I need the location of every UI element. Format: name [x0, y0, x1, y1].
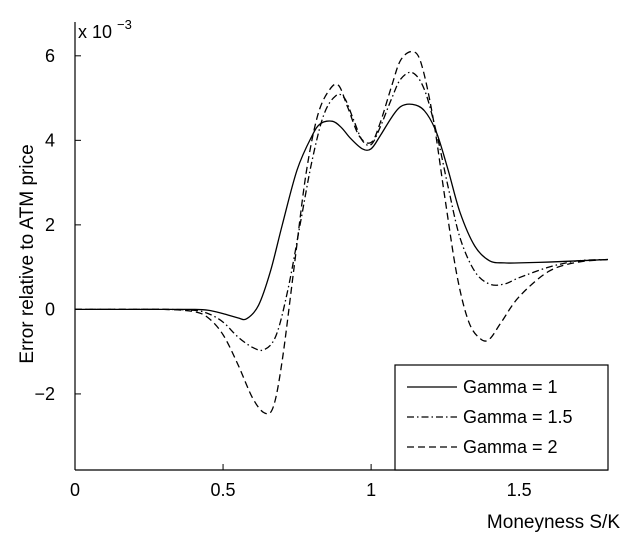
y-tick-label: 0	[45, 299, 55, 319]
y-tick-label: 4	[45, 130, 55, 150]
y-axis-label: Error relative to ATM price	[17, 144, 38, 363]
tick-marks: 0 0.5 1 1.5 −2 0 2 4 6	[34, 46, 531, 500]
x-tick-label: 1.5	[507, 480, 532, 500]
y-axis-exponent: x 10 −3	[78, 17, 132, 42]
y-exponent-power: −3	[117, 17, 132, 32]
x-tick-label: 0	[70, 480, 80, 500]
series-lines	[74, 50, 609, 415]
legend-entry: Gamma = 2	[463, 437, 558, 457]
x-tick-label: 0.5	[211, 480, 236, 500]
x-tick-label: 1	[366, 480, 376, 500]
y-tick-label: 2	[45, 215, 55, 235]
series-line-1	[74, 103, 609, 321]
legend-box	[394, 364, 609, 471]
series-line-3	[74, 50, 609, 415]
y-tick-label: 6	[45, 46, 55, 66]
x-axis-label: Moneyness S/K	[487, 512, 620, 533]
axis-labels: Moneyness S/K Error relative to ATM pric…	[17, 17, 620, 533]
series-line-2	[74, 71, 609, 352]
legend-entry: Gamma = 1.5	[463, 407, 573, 427]
y-tick-label: −2	[34, 384, 55, 404]
legend: Gamma = 1 Gamma = 1.5 Gamma = 2	[394, 364, 609, 471]
y-exponent-base: x 10	[78, 22, 112, 42]
legend-entry: Gamma = 1	[463, 377, 558, 397]
